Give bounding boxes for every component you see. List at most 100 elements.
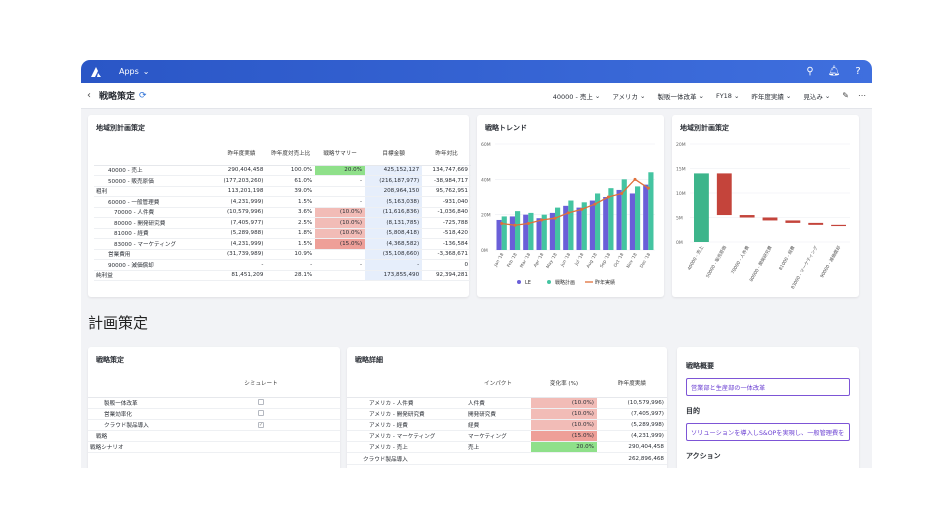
bar-le[interactable] [643, 184, 649, 250]
rate-cell[interactable]: (15.0%) [531, 430, 597, 443]
rate-cell[interactable]: 20.0% [531, 441, 597, 454]
table-cell[interactable] [315, 186, 366, 197]
filter-dropdown[interactable]: FY18 ⌄ [714, 89, 741, 103]
overview-field[interactable]: 営業部と生産部の一体改革 [686, 378, 850, 396]
point-prev-year[interactable] [620, 191, 624, 195]
bar-plan[interactable] [581, 202, 587, 250]
waterfall-bar[interactable] [808, 222, 824, 225]
table-row: アメリカ - 売上 売上 20.0% 290,404,458 [347, 441, 667, 454]
regional-plan-table: 昨年度実績 昨年度対売上比 戦略サマリー 目標金額 昨年対比 40000 - 売上 290,… [94, 141, 471, 281]
bar-le[interactable] [563, 205, 569, 250]
point-prev-year[interactable] [593, 202, 597, 206]
bell-icon[interactable]: 🔔︎ [827, 66, 841, 77]
bar-plan[interactable] [621, 179, 627, 250]
table-cell[interactable]: 20.0% [315, 165, 366, 176]
bar-plan[interactable] [555, 207, 561, 250]
goal-field[interactable]: ソリューションを導入しS&OPを実現し、一般管理費を [686, 423, 850, 441]
simulate-checkbox[interactable]: ✓ [258, 421, 264, 428]
strategy-title: 戦略策定 [96, 356, 124, 364]
goal-label: 目的 [686, 407, 700, 415]
point-prev-year[interactable] [633, 177, 637, 181]
strategy-detail-table: インパクト 変化率 (%) 昨年度実績 アメリカ - 人件費 人件費 (10.0%) (10… [347, 369, 667, 465]
search-icon[interactable]: ⚲ [806, 66, 814, 77]
bar-plan[interactable] [595, 193, 601, 250]
table-cell[interactable]: (10.0%) [315, 228, 366, 239]
apps-menu[interactable]: Apps ⌄ [119, 67, 150, 76]
filter-dropdown[interactable]: アメリカ ⌄ [610, 88, 647, 104]
simulate-checkbox[interactable] [258, 409, 264, 416]
bar-le[interactable] [589, 200, 595, 250]
bar-le[interactable] [629, 193, 635, 250]
bar-le[interactable] [496, 219, 502, 250]
simulate-cell [182, 397, 340, 409]
bar-le[interactable] [536, 218, 542, 250]
point-prev-year[interactable] [500, 222, 504, 225]
bar-plan[interactable] [568, 200, 574, 250]
waterfall-bar[interactable] [694, 173, 709, 242]
table-cell[interactable]: - [315, 196, 366, 208]
filter-dropdown[interactable]: 見込み ⌄ [801, 88, 832, 104]
point-prev-year[interactable] [513, 223, 517, 227]
table-cell[interactable]: (10.0%) [315, 207, 366, 218]
point-prev-year[interactable] [540, 218, 544, 222]
table-row: 戦略シナリオ [88, 441, 340, 453]
row-label: アメリカ - マーケティング [347, 430, 465, 443]
point-prev-year[interactable] [566, 211, 570, 215]
bar-plan[interactable] [635, 186, 641, 250]
more-icon[interactable]: ⋯ [858, 91, 866, 100]
help-icon[interactable]: ? [855, 66, 861, 77]
point-prev-year[interactable] [526, 222, 530, 225]
filter-label: アメリカ [612, 92, 639, 101]
rate-cell[interactable] [531, 452, 597, 465]
bar-le[interactable] [576, 207, 582, 250]
table-cell[interactable] [315, 270, 366, 281]
bar-plan[interactable] [608, 188, 614, 250]
row-label: 70000 - 人件費 [94, 207, 217, 218]
filter-dropdown[interactable]: 製販一体改革 ⌄ [656, 88, 706, 104]
waterfall-bar[interactable] [785, 220, 801, 223]
table-cell[interactable]: (10.0%) [315, 217, 366, 229]
edit-icon[interactable]: ✎ [842, 91, 849, 100]
simulate-cell [182, 430, 340, 442]
bar-le[interactable] [523, 214, 529, 250]
filter-dropdown[interactable]: 40000 - 売上 ⌄ [551, 88, 603, 104]
waterfall-bar[interactable] [762, 217, 778, 221]
bar-le[interactable] [616, 189, 622, 250]
point-prev-year[interactable] [580, 207, 584, 211]
x-tick-label: Nov '18 [625, 252, 639, 269]
bar-plan[interactable] [515, 211, 521, 250]
rate-cell[interactable]: (10.0%) [531, 397, 597, 409]
table-cell[interactable]: - [315, 259, 366, 271]
table-header-row: 昨年度実績 昨年度対売上比 戦略サマリー 目標金額 昨年対比 [94, 141, 471, 166]
bar-plan[interactable] [648, 172, 654, 250]
simulate-checkbox[interactable] [258, 398, 264, 405]
back-arrow-icon[interactable]: ‹ [87, 90, 91, 101]
table-cell[interactable] [315, 249, 366, 260]
bar-le[interactable] [549, 212, 555, 250]
bar-plan[interactable] [528, 212, 534, 250]
waterfall-bar[interactable] [739, 215, 755, 218]
point-prev-year[interactable] [646, 186, 650, 190]
bar-le[interactable] [509, 216, 515, 250]
column-header: 昨年度対売上比 [266, 141, 316, 166]
sync-icon[interactable]: ⟳ [139, 90, 147, 101]
rate-cell[interactable]: (10.0%) [531, 408, 597, 420]
row-label: 純利益 [94, 270, 217, 281]
point-prev-year[interactable] [553, 216, 557, 220]
x-tick-label: Apr '18 [532, 252, 545, 269]
bar-plan[interactable] [501, 216, 507, 250]
chevron-down-icon: ⌄ [594, 91, 601, 100]
table-cell: - [365, 259, 423, 271]
table-row: アメリカ - 人件費 人件費 (10.0%) (10,579,996) [347, 397, 667, 409]
table-cell[interactable]: - [315, 175, 366, 187]
table-row: 純利益 81,451,209 28.1% 173,855,490 92,394,281 [94, 270, 471, 281]
rate-cell[interactable]: (10.0%) [531, 419, 597, 432]
filter-dropdown[interactable]: 昨年度実績 ⌄ [749, 88, 793, 104]
legend-swatch [547, 280, 551, 284]
waterfall-bar[interactable] [831, 224, 846, 227]
bar-plan[interactable] [541, 214, 547, 250]
waterfall-bar[interactable] [716, 173, 732, 216]
bar-le[interactable] [603, 197, 609, 250]
point-prev-year[interactable] [606, 195, 610, 199]
table-cell[interactable]: (15.0%) [315, 238, 366, 250]
